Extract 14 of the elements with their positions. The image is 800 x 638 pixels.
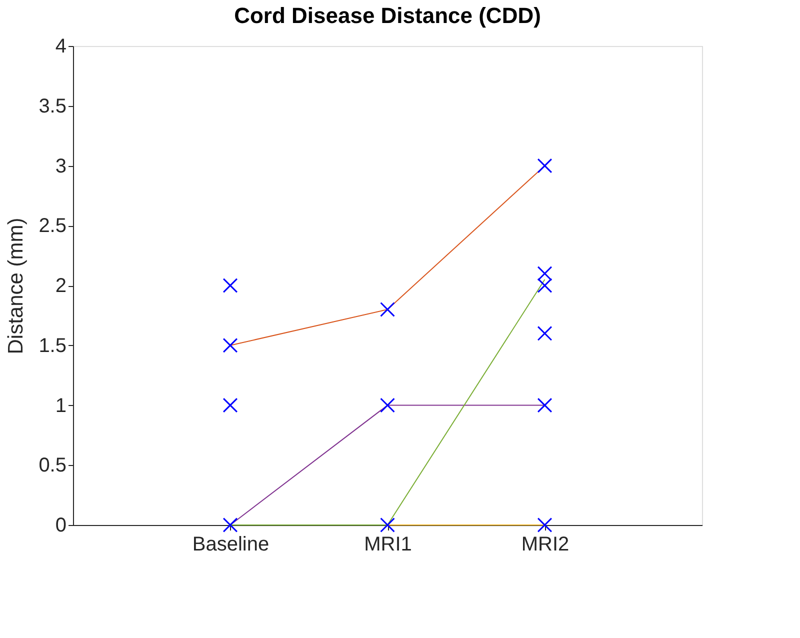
y-tick-label: 0.5: [38, 454, 66, 477]
y-tick-label: 2.5: [38, 215, 66, 238]
y-axis-title: Distance (mm): [4, 218, 28, 354]
y-tick-label: 2: [55, 275, 66, 297]
y-tick-label: 1.5: [38, 334, 66, 357]
y-tick-label: 3: [55, 155, 66, 178]
y-tick-label: 3.5: [38, 95, 66, 118]
y-tick-label: 0: [55, 514, 66, 536]
x-tick-label: MRI1: [364, 534, 412, 556]
y-tick-label: 1: [55, 394, 66, 417]
x-tick-label: Baseline: [192, 534, 270, 556]
y-tick-label: 4: [55, 36, 66, 58]
chart-title: Cord Disease Distance (CDD): [234, 3, 541, 28]
x-tick-label: MRI2: [521, 534, 570, 556]
